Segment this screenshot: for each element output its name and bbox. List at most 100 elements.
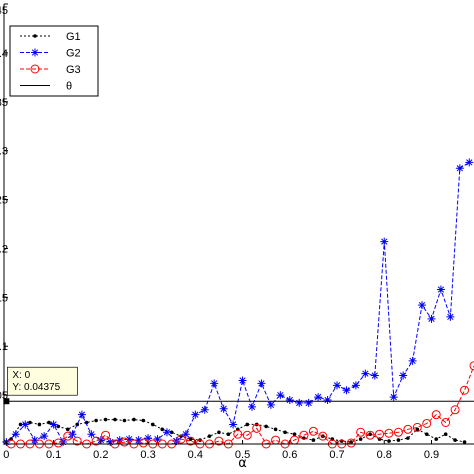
x-axis-label: α [238, 456, 247, 471]
x-tick-label-7: 0.6 [282, 449, 297, 461]
series-3-point-20 [186, 436, 196, 446]
series-1-point-47 [443, 432, 448, 437]
y-tick-label-4: 0.2 [0, 243, 8, 255]
series-2-point-4 [30, 436, 39, 445]
series-2-point-45 [418, 301, 427, 310]
series-2-point-25 [229, 420, 238, 429]
x-tick-label-4: 0.3 [140, 449, 155, 461]
series-2-point-15 [134, 436, 143, 445]
series-2-point-12 [106, 438, 115, 447]
series-2-point-29 [266, 400, 275, 409]
legend-label-3: G3 [66, 64, 81, 76]
series-2-point-21 [191, 410, 200, 419]
series-3-point-40 [375, 429, 385, 439]
series-3-point-23 [214, 436, 224, 446]
series-1-point-6 [56, 424, 61, 429]
x-tick-label-10: 0.9 [424, 449, 439, 461]
series-1-point-31 [292, 432, 297, 437]
series-2-point-2 [11, 430, 20, 439]
series-2-point-35 [323, 396, 332, 404]
series-2-point-30 [276, 391, 285, 400]
series-2-point-38 [351, 381, 360, 390]
series-2-point-39 [361, 369, 370, 378]
series-3-point-7 [63, 431, 73, 441]
series-2-point-41 [380, 237, 389, 246]
series-3-point-50 [469, 361, 474, 371]
series-3-point-41 [384, 428, 394, 438]
series-2-point-48 [446, 312, 455, 321]
series-2-point-26 [238, 376, 247, 385]
series-1-point-30 [283, 430, 287, 435]
series-1-point-14 [132, 417, 136, 422]
series-3-point-47 [441, 417, 451, 427]
y-tick-label-3: .15 [0, 292, 8, 304]
series-1-point-15 [141, 418, 146, 423]
series-2-point-8 [68, 430, 77, 439]
series-2-point-37 [342, 386, 351, 395]
y-tick-label-7: .35 [0, 97, 8, 109]
y-tick-label-8: 0.4 [0, 48, 8, 60]
x-tick-label-6: 0.5 [235, 449, 250, 461]
series-2-point-32 [295, 398, 304, 407]
series-2-point-46 [427, 314, 436, 323]
series-2-point-42 [389, 393, 398, 402]
series-2-point-17 [153, 435, 162, 444]
series-1-point-16 [150, 422, 155, 427]
series-2-point-3 [21, 420, 30, 429]
series-1-point-3 [28, 420, 32, 425]
series-1-point-13 [122, 418, 127, 423]
y-tick-label-2: 0.1 [0, 341, 8, 353]
series-1-point-44 [415, 427, 420, 432]
series-2-point-34 [314, 393, 323, 402]
x-tick-label-3: 0.2 [93, 449, 108, 461]
series-2-point-7 [59, 438, 68, 447]
series-1-point-41 [387, 439, 391, 443]
series-2-point-43 [399, 371, 408, 380]
series-2-point-36 [333, 381, 342, 390]
x-tick-label-9: 0.8 [377, 449, 392, 461]
y-tick-label-6: 0.3 [0, 146, 8, 158]
series-1-point-49 [462, 440, 467, 444]
series-3-point-6 [53, 438, 63, 448]
series-2-point-20 [181, 430, 190, 439]
series-2-point-24 [219, 404, 228, 413]
series-1-point-26 [245, 422, 250, 427]
datatip-box [7, 366, 78, 396]
legend-box [9, 25, 99, 97]
series-1-point-5 [47, 420, 51, 425]
series-3-point-49 [460, 385, 470, 395]
annotation-layer: X: 0Y: 0.04375 [3, 366, 78, 405]
series-3-point-8 [72, 436, 82, 446]
series-3-point-48 [450, 405, 460, 415]
series-1-point-29 [273, 427, 278, 432]
series-3-point-19 [176, 434, 186, 444]
series-2-point-18 [162, 428, 171, 437]
series-3-point-25 [233, 429, 243, 439]
series-2-point-23 [210, 379, 219, 388]
series-2-point-6 [49, 420, 58, 429]
series-2-point-47 [436, 285, 445, 294]
series-3-point-44 [412, 422, 422, 432]
series-1-point-22 [207, 434, 212, 438]
series-1 [9, 417, 467, 444]
series-3-point-13 [119, 437, 129, 447]
series-2-point-40 [370, 371, 379, 380]
axes-layer: 0 0.1 0.2 0.3 0.4 0.5 0.6 0.7 0.8 0.9 .05 0.1 .15 0.2… [0, 3, 474, 471]
legend-label-2: G2 [66, 48, 81, 60]
series-2-point-16 [144, 434, 153, 443]
series-2-point-13 [115, 436, 124, 445]
series-1-point-48 [453, 438, 457, 442]
series-2-point-33 [304, 398, 313, 407]
series-1-point-33 [311, 438, 316, 442]
series-3-point-32 [299, 430, 309, 440]
series-3-point-46 [431, 410, 441, 420]
x-tick-label-8: 0.7 [329, 449, 344, 461]
series-1-point-28 [264, 424, 268, 429]
series-1-point-4 [37, 422, 42, 427]
series-3-point-27 [252, 423, 262, 433]
legend-label-1: G1 [66, 31, 81, 43]
series-2-point-31 [285, 396, 294, 404]
series-1-point-2 [18, 422, 23, 427]
series-1-point-46 [434, 437, 439, 441]
